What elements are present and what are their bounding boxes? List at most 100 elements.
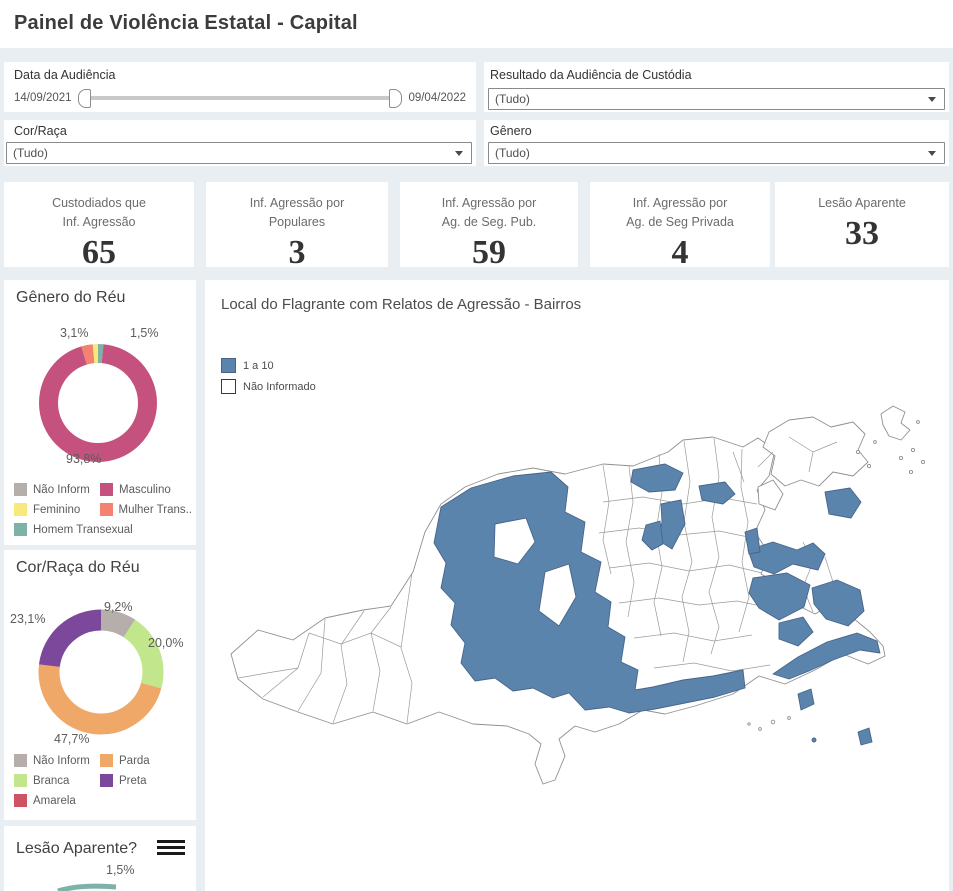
legend-swatch bbox=[100, 774, 113, 787]
cor-raca-callout-preta: 23,1% bbox=[10, 612, 46, 626]
resultado-dropdown[interactable]: (Tudo) bbox=[488, 88, 945, 110]
legend-label: Homem Transexual bbox=[33, 523, 133, 536]
cor-raca-dropdown-value: (Tudo) bbox=[13, 146, 48, 160]
genero-dropdown-value: (Tudo) bbox=[495, 146, 530, 160]
legend-item[interactable]: Não Inform bbox=[14, 754, 100, 767]
legend-swatch bbox=[100, 754, 113, 767]
page-title: Painel de Violência Estatal - Capital bbox=[14, 12, 358, 34]
filter-genero-card: Gênero (Tudo) bbox=[484, 120, 949, 166]
kpi-value: 4 bbox=[671, 234, 689, 271]
kpi-label: Lesão Aparente bbox=[818, 196, 906, 210]
filter-cor-raca-label: Cor/Raça bbox=[14, 124, 67, 138]
kpi-value: 59 bbox=[472, 234, 506, 271]
slider-handle-right[interactable] bbox=[389, 88, 403, 108]
cor-raca-callout-nao-inform: 9,2% bbox=[104, 600, 133, 614]
date-end-value: 09/04/2022 bbox=[408, 92, 466, 104]
chevron-down-icon bbox=[928, 150, 936, 156]
legend-item[interactable]: Mulher Trans.. bbox=[99, 503, 193, 516]
kpi-value: 65 bbox=[82, 234, 116, 271]
kpi-value: 3 bbox=[288, 234, 306, 271]
legend-item[interactable]: Preta bbox=[100, 774, 147, 787]
lesao-callout: 1,5% bbox=[106, 863, 135, 877]
kpi-lesao-aparente: Lesão Aparente 33 bbox=[775, 182, 949, 267]
filter-genero-label: Gênero bbox=[490, 124, 532, 138]
legend-label: Mulher Trans.. bbox=[118, 503, 193, 516]
genero-chart-title: Gênero do Réu bbox=[16, 289, 126, 306]
hamburger-menu-icon[interactable] bbox=[154, 835, 188, 863]
legend-label: Não Inform bbox=[33, 483, 90, 496]
kpi-label: Inf. Agressão por bbox=[632, 196, 728, 210]
kpi-seg-privada: Inf. Agressão por Ag. de Seg Privada 4 bbox=[590, 182, 770, 271]
kpi-label: Custodiados que bbox=[52, 196, 146, 210]
map-legend-item[interactable]: 1 a 10 bbox=[221, 358, 316, 373]
cor-raca-callout-branca: 20,0% bbox=[148, 636, 184, 650]
map-legend-item[interactable]: Não Informado bbox=[221, 379, 316, 394]
genero-callout-mulher-trans: 3,1% bbox=[60, 326, 89, 340]
map-highlighted-bairros[interactable] bbox=[433, 463, 881, 746]
legend-item[interactable]: Masculino bbox=[100, 483, 171, 496]
genero-do-reu-card: Gênero do Réu 3,1% 1,5% 93,8% Não Inform… bbox=[4, 280, 196, 545]
cor-raca-donut-chart[interactable]: 9,2% 23,1% 20,0% 47,7% bbox=[4, 598, 196, 748]
chevron-down-icon bbox=[928, 96, 936, 102]
kpi-custodiados: Custodiados que Inf. Agressão 65 bbox=[4, 182, 194, 271]
kpi-populares: Inf. Agressão por Populares 3 bbox=[206, 182, 388, 271]
date-start-value: 14/09/2021 bbox=[14, 92, 72, 104]
legend-item[interactable]: Branca bbox=[14, 774, 100, 787]
legend-label: Preta bbox=[119, 774, 147, 787]
legend-label: Masculino bbox=[119, 483, 171, 496]
cor-raca-legend: Não Inform Parda Branca Preta Amarela bbox=[14, 754, 192, 814]
rio-bairros-map[interactable] bbox=[213, 392, 943, 884]
filter-date-label: Data da Audiência bbox=[14, 68, 116, 82]
cor-raca-callout-parda: 47,7% bbox=[54, 732, 90, 746]
map-legend-label: 1 a 10 bbox=[243, 359, 274, 372]
filter-cor-raca-card: Cor/Raça (Tudo) bbox=[4, 120, 476, 166]
legend-swatch bbox=[14, 754, 27, 767]
legend-item[interactable]: Não Inform bbox=[14, 483, 100, 496]
lesao-chart-title: Lesão Aparente? bbox=[16, 840, 137, 857]
genero-donut-chart[interactable]: 3,1% 1,5% 93,8% bbox=[4, 326, 196, 480]
genero-callout-masculino: 93,8% bbox=[66, 452, 102, 466]
slider-handle-left[interactable] bbox=[77, 88, 91, 108]
genero-legend: Não Inform Masculino Feminino Mulher Tra… bbox=[14, 483, 192, 543]
filter-resultado-card: Resultado da Audiência de Custódia (Tudo… bbox=[484, 62, 949, 112]
genero-callout-homem-trans: 1,5% bbox=[130, 326, 159, 340]
legend-swatch bbox=[14, 483, 27, 496]
date-range-slider: 14/09/2021 09/04/2022 bbox=[14, 88, 466, 108]
resultado-dropdown-value: (Tudo) bbox=[495, 92, 530, 106]
kpi-label: Inf. Agressão por bbox=[249, 196, 345, 210]
map-land[interactable] bbox=[230, 405, 926, 785]
legend-swatch bbox=[14, 503, 27, 516]
title-bar: Painel de Violência Estatal - Capital bbox=[0, 0, 953, 48]
legend-item[interactable]: Amarela bbox=[14, 794, 76, 807]
legend-swatch bbox=[14, 523, 27, 536]
legend-swatch bbox=[14, 794, 27, 807]
cor-raca-do-reu-card: Cor/Raça do Réu 9,2% 23,1% 20,0% 47,7% N… bbox=[4, 550, 196, 820]
filter-resultado-label: Resultado da Audiência de Custódia bbox=[490, 68, 692, 82]
kpi-seg-publica: Inf. Agressão por Ag. de Seg. Pub. 59 bbox=[400, 182, 578, 271]
legend-swatch bbox=[100, 483, 113, 496]
kpi-label: Ag. de Seg. Pub. bbox=[441, 215, 537, 229]
legend-label: Parda bbox=[119, 754, 150, 767]
map-legend-swatch-blue bbox=[221, 358, 236, 373]
chevron-down-icon bbox=[455, 150, 463, 156]
legend-item[interactable]: Feminino bbox=[14, 503, 100, 516]
legend-item[interactable]: Homem Transexual bbox=[14, 523, 133, 536]
slider-track[interactable] bbox=[88, 96, 392, 100]
legend-swatch bbox=[99, 503, 113, 516]
legend-swatch bbox=[14, 774, 27, 787]
genero-dropdown[interactable]: (Tudo) bbox=[488, 142, 945, 164]
legend-label: Feminino bbox=[33, 503, 81, 516]
kpi-label: Ag. de Seg Privada bbox=[626, 215, 734, 229]
map-card: Local do Flagrante com Relatos de Agress… bbox=[205, 280, 949, 891]
kpi-label: Populares bbox=[268, 215, 326, 229]
legend-item[interactable]: Parda bbox=[100, 754, 150, 767]
kpi-label: Inf. Agressão bbox=[62, 215, 136, 229]
kpi-value: 33 bbox=[845, 215, 879, 252]
map-title: Local do Flagrante com Relatos de Agress… bbox=[221, 296, 582, 313]
filter-date-card: Data da Audiência 14/09/2021 09/04/2022 bbox=[4, 62, 476, 112]
lesao-donut-partial[interactable] bbox=[4, 881, 192, 891]
legend-label: Amarela bbox=[33, 794, 76, 807]
map-legend-swatch-empty bbox=[221, 379, 236, 394]
cor-raca-dropdown[interactable]: (Tudo) bbox=[6, 142, 472, 164]
